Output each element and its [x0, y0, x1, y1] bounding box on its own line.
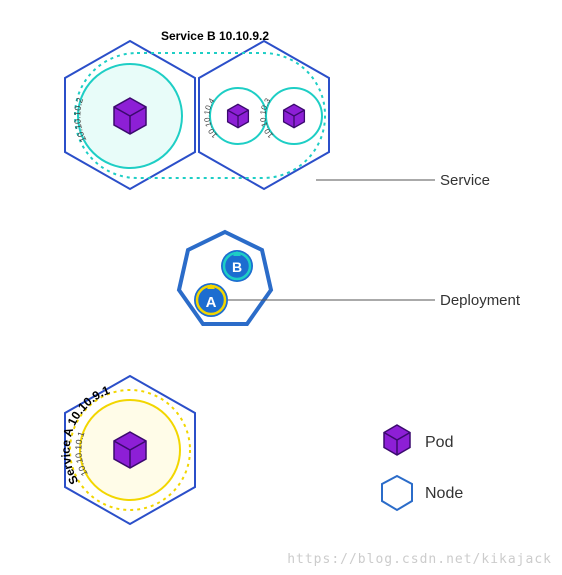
svg-text:Pod: Pod — [425, 434, 453, 451]
svg-text:Service: Service — [440, 172, 490, 189]
svg-text:A: A — [206, 294, 217, 311]
svg-text:B: B — [232, 259, 242, 275]
legend-node: Node — [382, 476, 463, 510]
callout-service: Service — [316, 172, 490, 189]
diagram: Service B 10.10.9.2 10.10.10.2 10.10.10.… — [0, 0, 562, 575]
pod-10-10-10-4: 10.10.10.4 — [203, 88, 266, 144]
pod-10-10-10-1: 10.10.10.1 — [73, 400, 180, 500]
pod-10-10-10-2: 10.10.10.2 — [72, 64, 182, 168]
svg-text:Deployment: Deployment — [440, 292, 521, 309]
deployment-badge-b: B — [221, 250, 253, 282]
deployment-node — [179, 232, 271, 324]
service-b-label: Service B 10.10.9.2 — [161, 29, 269, 43]
legend-pod: Pod — [384, 425, 453, 455]
deployment-badge-a: A — [194, 283, 228, 317]
pod-10-10-10-3: 10.10.10.3 — [259, 88, 322, 144]
svg-text:Node: Node — [425, 485, 463, 502]
watermark: https://blog.csdn.net/kikajack — [287, 552, 552, 567]
callout-deployment: Deployment — [228, 292, 521, 309]
